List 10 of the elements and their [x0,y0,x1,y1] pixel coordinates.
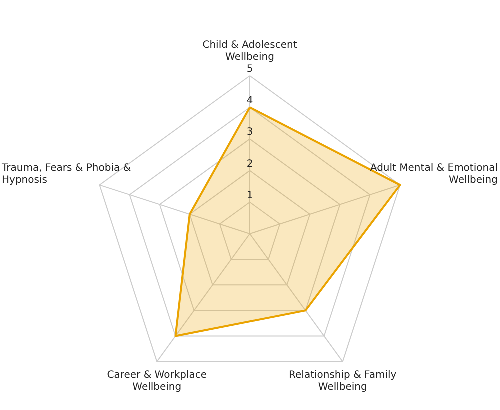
y-tick-label: 5 [246,64,254,75]
y-tick-label: 2 [246,158,254,170]
spoke-label: Trauma, Fears & Phobia & Hypnosis [1,163,132,186]
y-tick-label: 4 [246,96,254,107]
y-tick-label: 1 [246,190,254,202]
spoke-label: Career & Workplace Wellbeing [107,370,208,393]
y-tick-label: 3 [246,127,254,138]
spoke-label: Adult Mental & Emotional Wellbeing [370,163,498,186]
spoke-label: Relationship & Family Wellbeing [289,370,397,393]
spoke-label: Child & Adolescent Wellbeing [202,40,298,63]
